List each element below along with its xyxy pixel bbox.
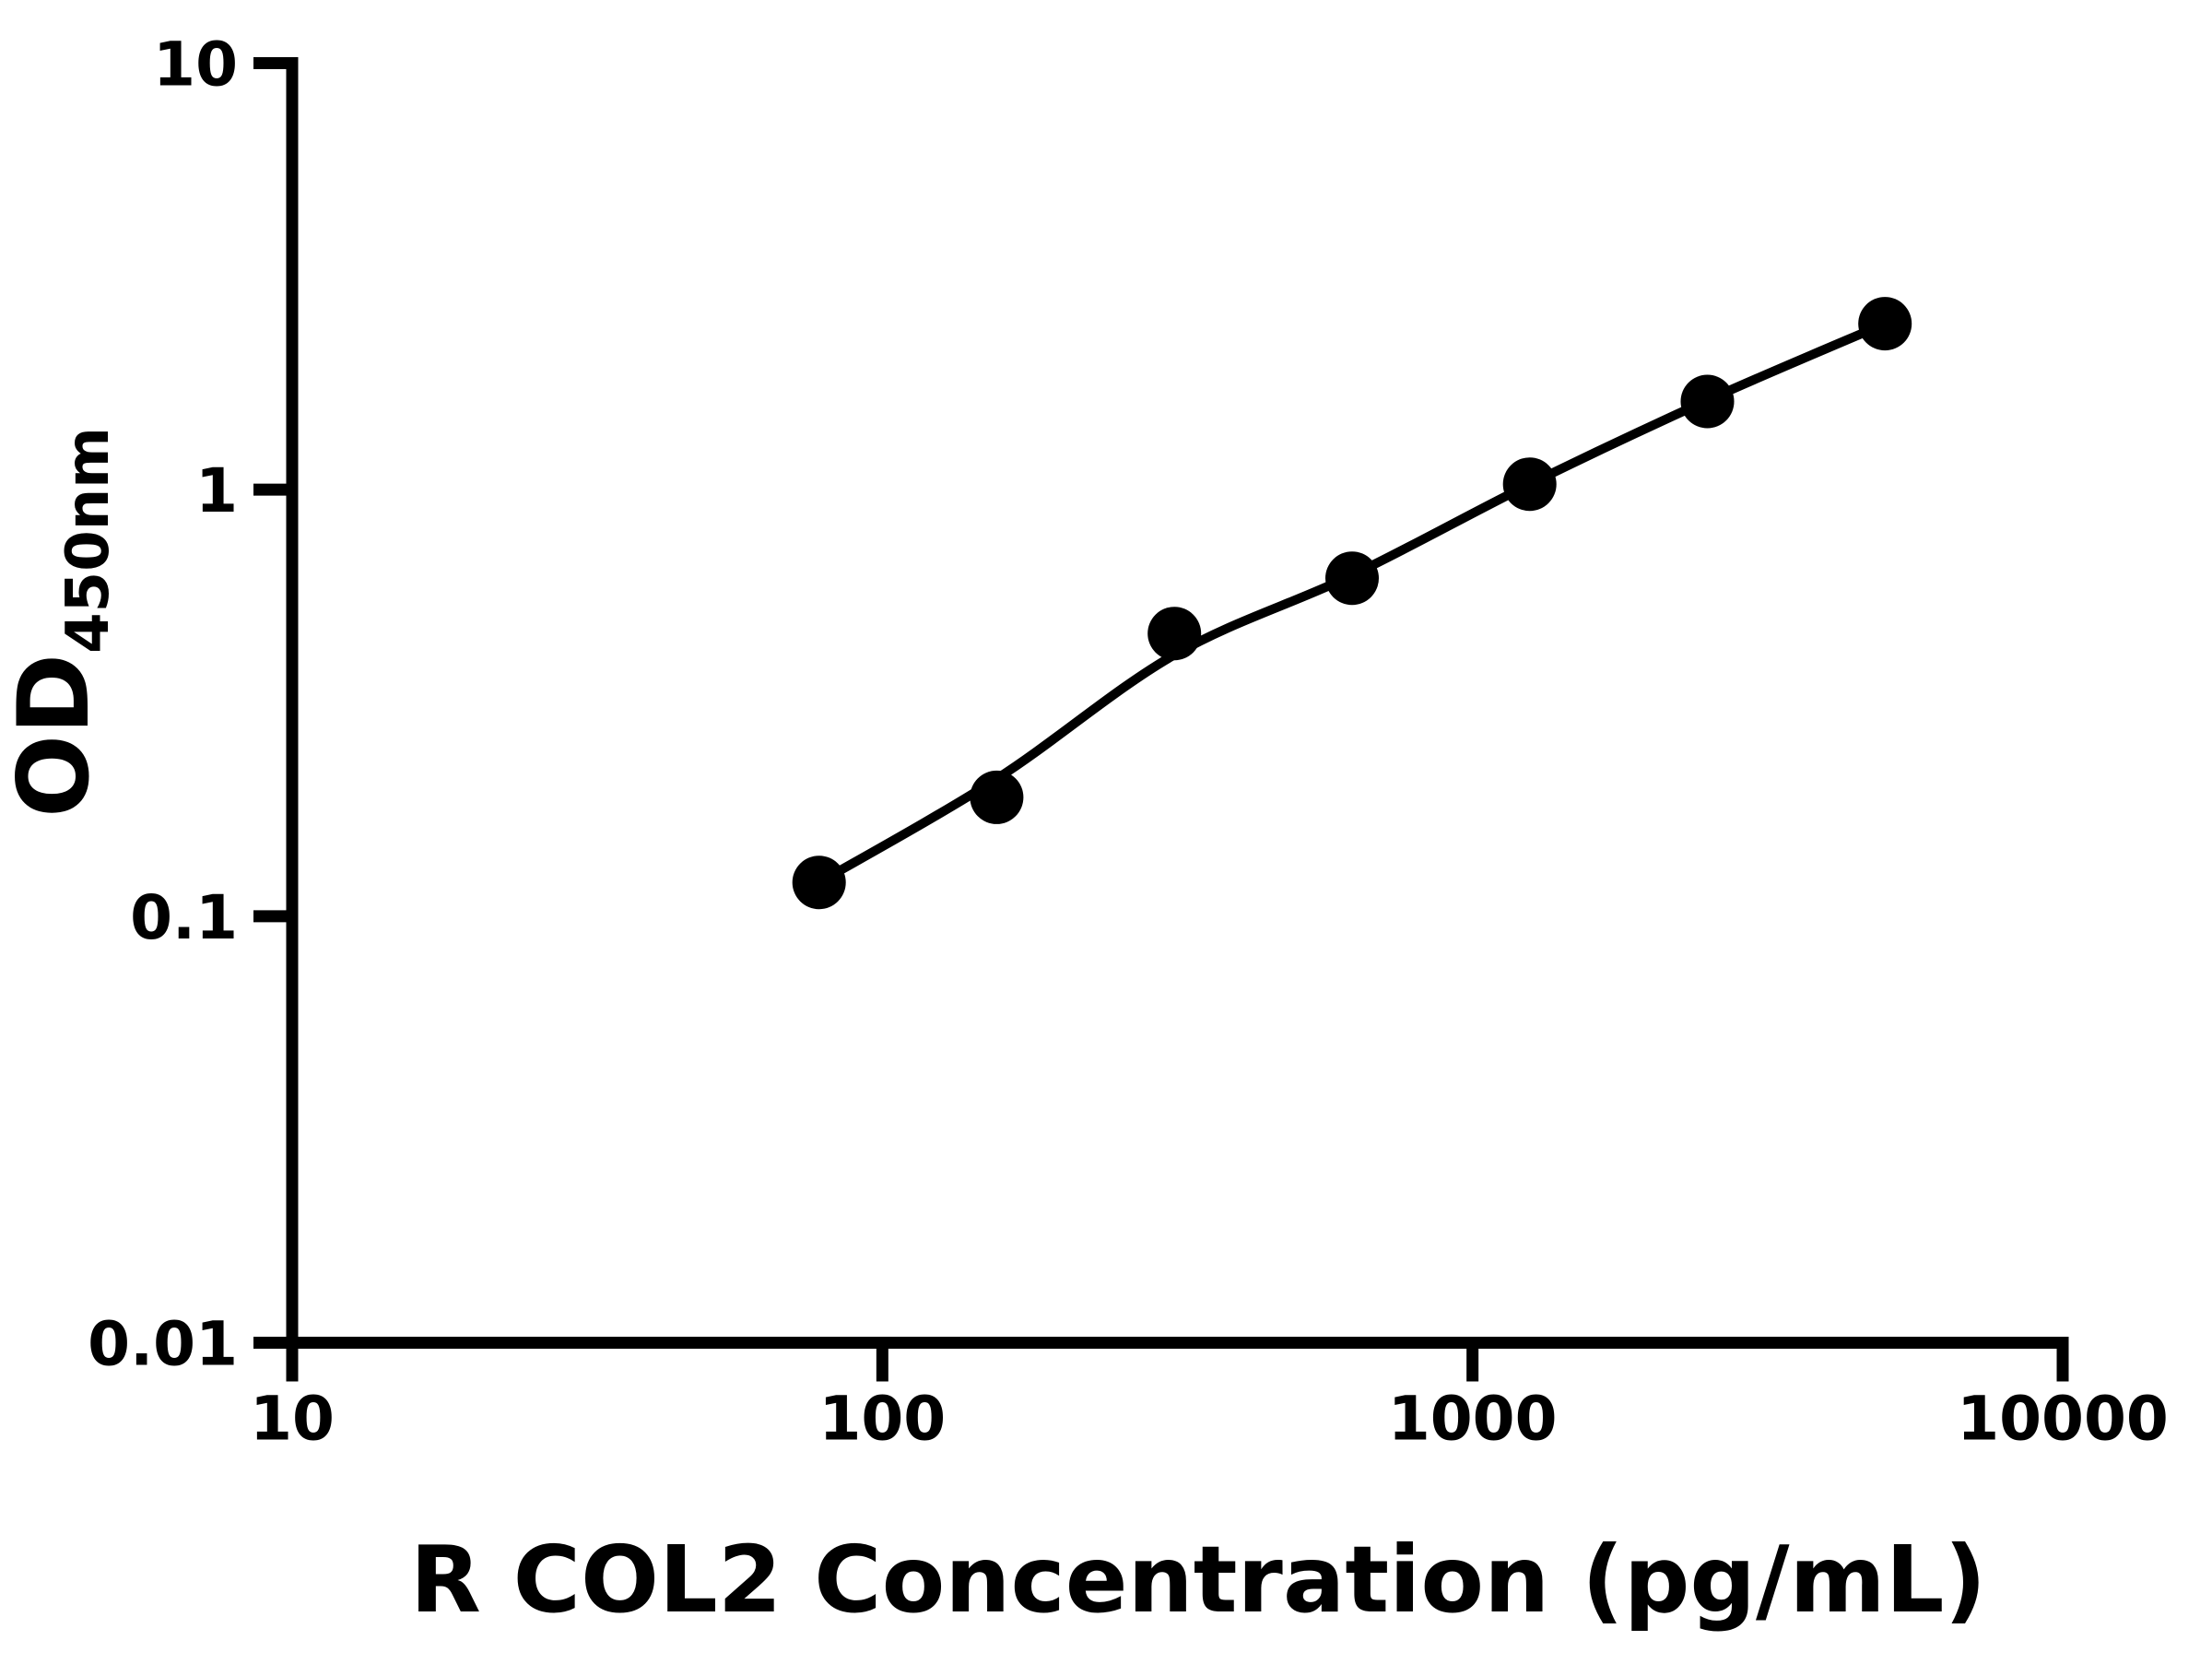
- data-point: [1858, 297, 1912, 351]
- y-tick-label: 10: [153, 30, 238, 100]
- x-tick-label: 100: [818, 1384, 946, 1455]
- data-point: [1147, 607, 1202, 661]
- y-axis-title-main: OD: [0, 654, 111, 818]
- x-tick-label: 10000: [1957, 1384, 2169, 1455]
- axis-ticks: [253, 57, 2069, 1382]
- x-tick-label: 1000: [1388, 1384, 1558, 1455]
- y-axis-title: OD450nm: [0, 427, 123, 818]
- data-point: [1325, 551, 1379, 606]
- x-axis-title: R COL2 Concentration (pg/mL): [410, 1526, 1986, 1634]
- y-axis-title-subscript: 450nm: [54, 427, 123, 654]
- data-point: [1680, 374, 1735, 429]
- data-point: [1502, 457, 1557, 512]
- axis-lines: [253, 57, 2069, 1382]
- axes: [253, 57, 2069, 1382]
- y-tick-label: 0.01: [88, 1309, 238, 1380]
- x-tick-label: 10: [250, 1384, 335, 1455]
- y-tick-label: 0.1: [130, 882, 238, 953]
- data-point: [970, 770, 1024, 824]
- data-point: [792, 856, 846, 910]
- y-tick-label: 1: [195, 455, 238, 526]
- data-point-layer: [792, 297, 1912, 910]
